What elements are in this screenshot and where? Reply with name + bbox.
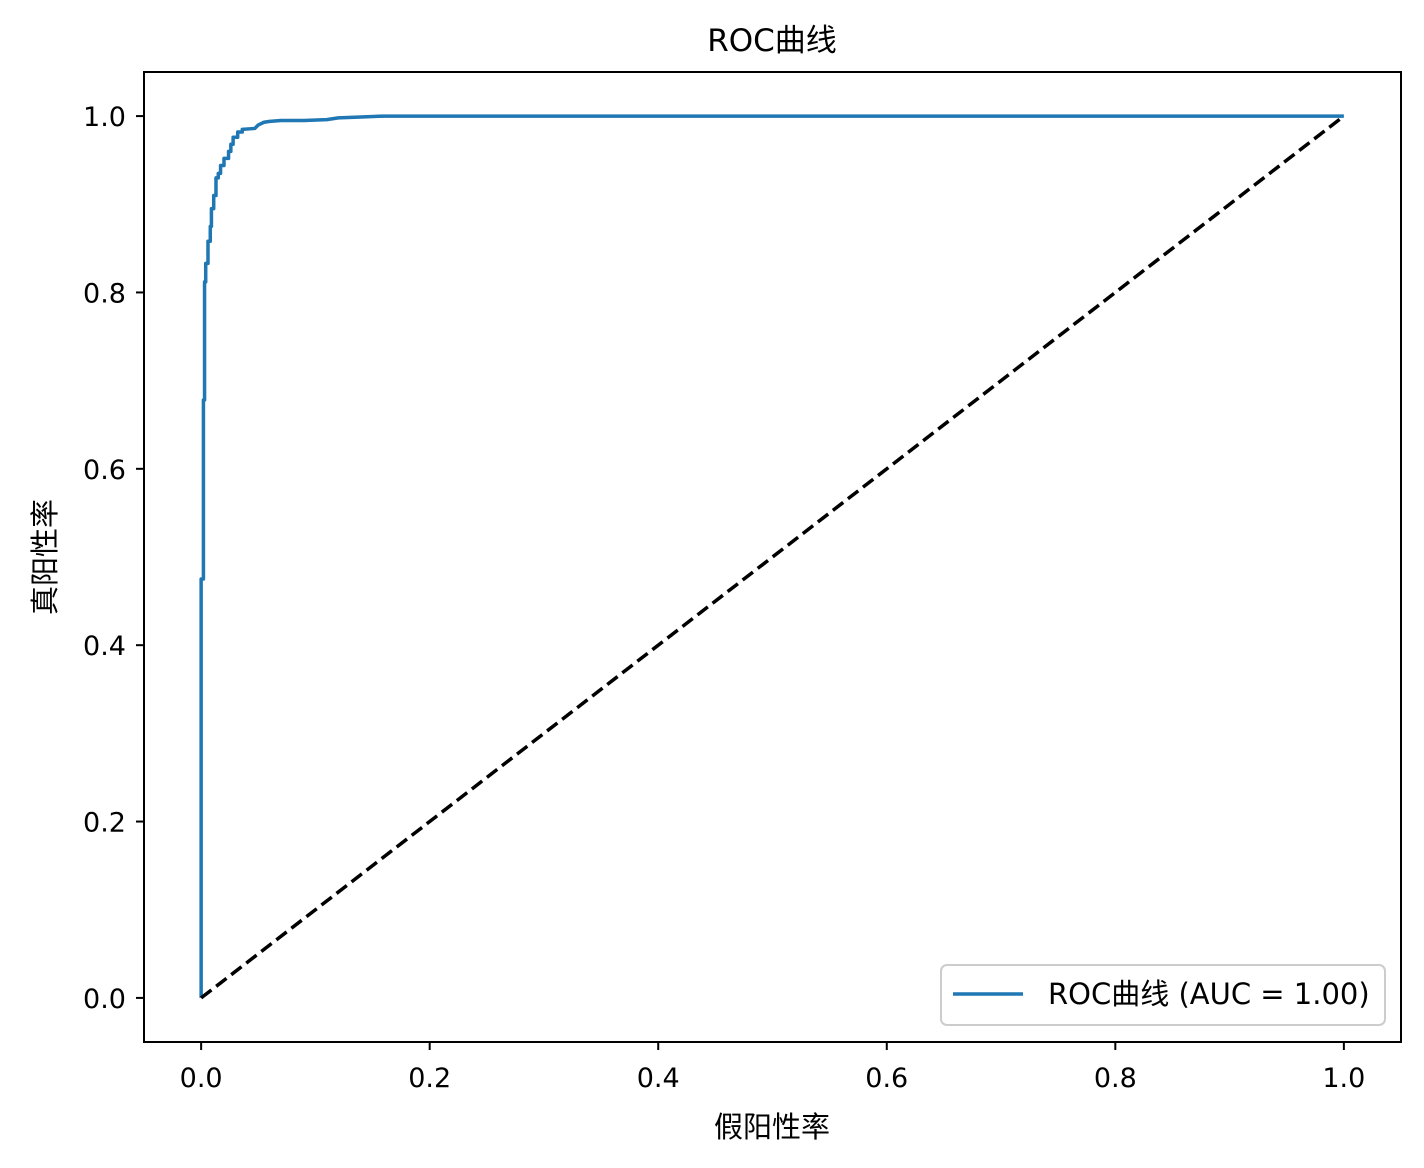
chart-title: ROC曲线	[707, 23, 837, 59]
x-tick-label: 0.8	[1094, 1063, 1137, 1094]
y-tick-label: 0.6	[83, 455, 126, 486]
x-tick-label: 0.0	[180, 1063, 223, 1094]
y-tick-label: 0.0	[83, 984, 126, 1015]
x-tick-label: 0.4	[637, 1063, 680, 1094]
diagonal-reference-line	[200, 114, 1345, 1000]
y-axis-label: 真阳性率	[28, 499, 62, 615]
y-tick-label: 0.8	[83, 278, 126, 309]
axes-frame	[143, 71, 1402, 1043]
x-tick-label: 1.0	[1322, 1063, 1365, 1094]
legend: ROC曲线 (AUC = 1.00)	[940, 964, 1386, 1026]
y-tick-label: 0.2	[83, 808, 126, 839]
x-tick-label: 0.2	[408, 1063, 451, 1094]
legend-box	[940, 964, 1386, 1026]
y-tick-label: 0.4	[83, 631, 126, 662]
plot-area	[199, 114, 1345, 1000]
x-axis-ticks: 0.0 0.2 0.4 0.6 0.8 1.0	[180, 1042, 1365, 1094]
roc-curve-line	[199, 114, 1344, 998]
y-axis-ticks: 0.0 0.2 0.4 0.6 0.8 1.0	[83, 102, 144, 1015]
legend-label: ROC曲线 (AUC = 1.00)	[1048, 977, 1370, 1011]
y-tick-label: 1.0	[83, 102, 126, 133]
x-axis-label: 假阳性率	[714, 1110, 830, 1144]
x-tick-label: 0.6	[865, 1063, 908, 1094]
